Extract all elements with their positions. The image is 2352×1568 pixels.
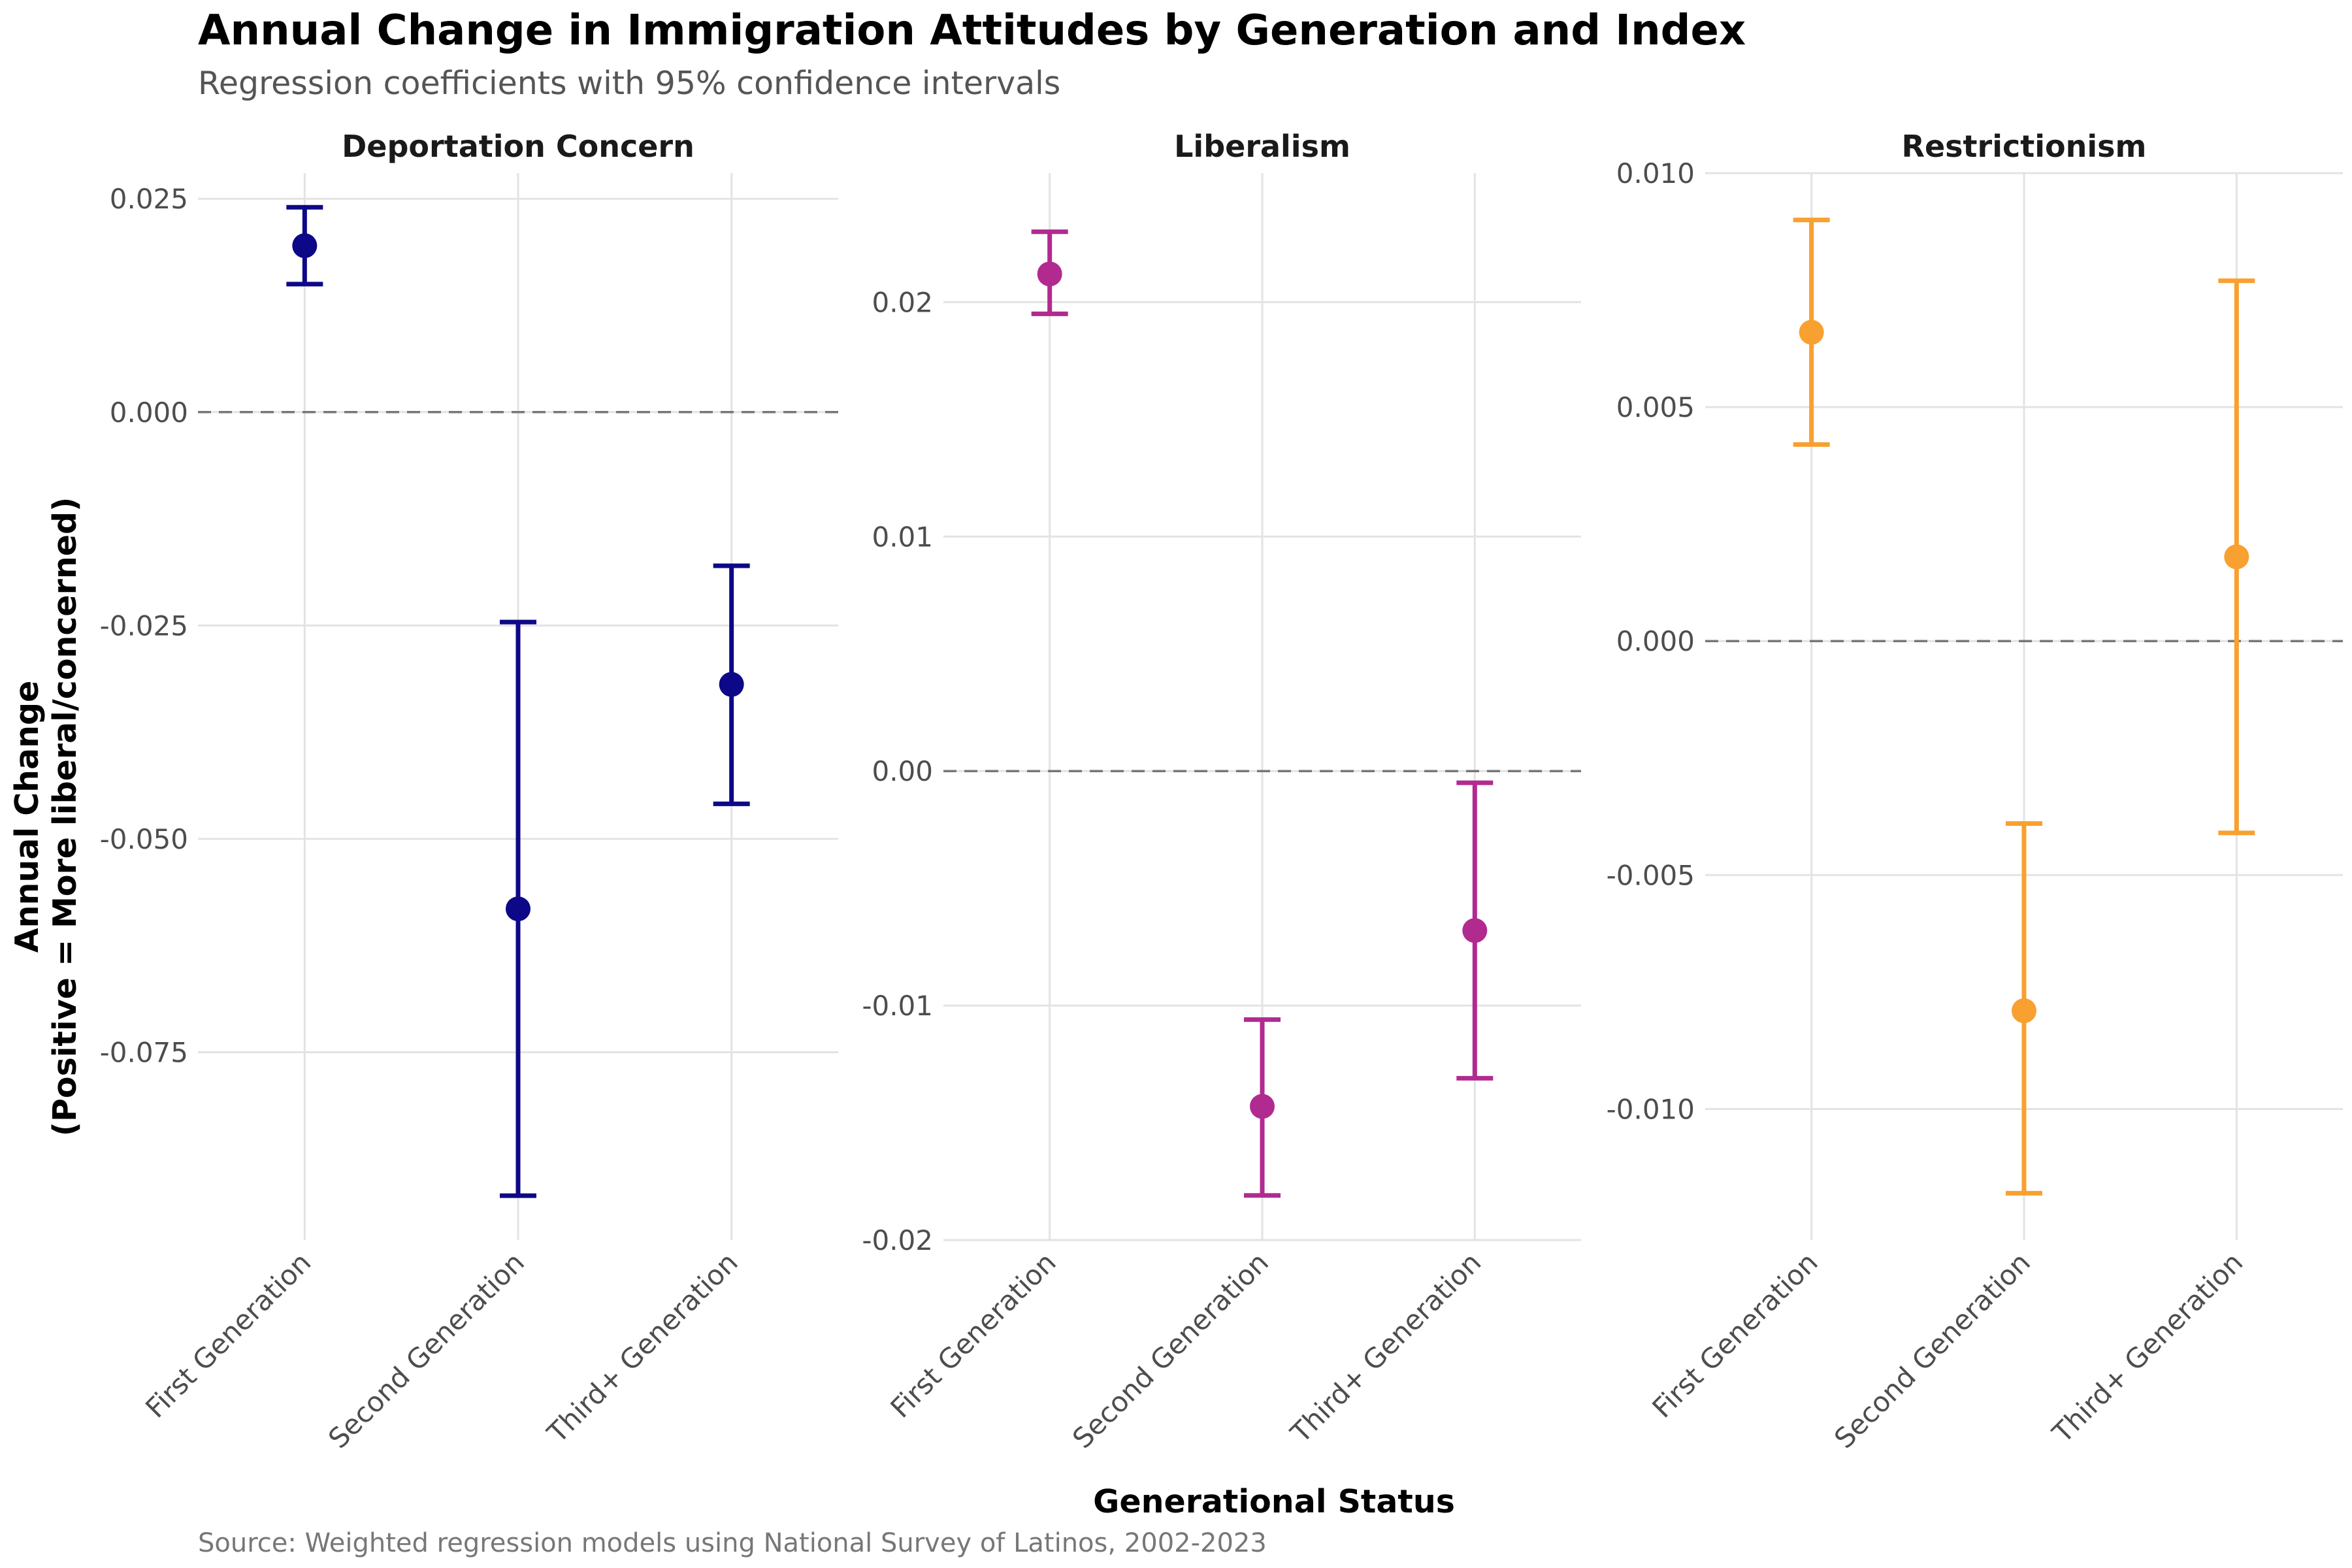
x-tick-label: Third+ Generation xyxy=(1284,1246,1487,1449)
point-estimate-third-generation xyxy=(2224,544,2249,570)
panel-deportation-concern: Deportation Concern 0.025 0.000 -0.025 -0.05… xyxy=(100,129,838,1454)
x-tick-label: First Generation xyxy=(884,1246,1062,1424)
point-estimate-first-generation xyxy=(1037,261,1062,287)
point-estimate-second-generation xyxy=(2012,998,2036,1024)
y-axis-title: Annual Change (Positive = More liberal/c… xyxy=(8,497,84,1137)
x-tick-label: First Generation xyxy=(1646,1246,1823,1424)
y-tick-label: 0.000 xyxy=(110,397,188,429)
y-tick-label: -0.005 xyxy=(1607,859,1695,891)
y-tick-label: -0.010 xyxy=(1607,1093,1695,1125)
y-tick-label: 0.025 xyxy=(110,183,188,215)
x-tick-label: Third+ Generation xyxy=(2046,1246,2249,1449)
point-estimate-second-generation xyxy=(1250,1094,1275,1119)
x-tick-label: Second Generation xyxy=(1828,1246,2036,1454)
chart-caption: Source: Weighted regression models using… xyxy=(198,1528,1267,1558)
y-tick-label: 0.00 xyxy=(872,755,933,787)
x-axis-title: Generational Status xyxy=(1093,1483,1455,1520)
point-estimate-first-generation xyxy=(292,233,318,259)
y-tick-label: -0.02 xyxy=(862,1224,933,1256)
y-tick-label: 0.005 xyxy=(1616,391,1695,423)
facet-title-restrictionism: Restrictionism xyxy=(1902,129,2147,164)
point-estimate-second-generation xyxy=(506,896,531,922)
point-estimate-third-generation xyxy=(719,672,744,697)
y-axis-title-line1: Annual Change xyxy=(8,681,46,953)
chart-title: Annual Change in Immigration Attitudes b… xyxy=(198,7,1746,55)
y-tick-label: 0.010 xyxy=(1616,157,1695,189)
x-tick-label: Second Generation xyxy=(322,1246,531,1454)
point-estimate-third-generation xyxy=(1462,918,1488,943)
facet-title-liberalism: Liberalism xyxy=(1174,129,1350,164)
x-tick-label: Third+ Generation xyxy=(541,1246,744,1449)
y-tick-label: 0.01 xyxy=(872,521,933,553)
y-tick-label: 0.000 xyxy=(1616,625,1695,657)
x-tick-label: Second Generation xyxy=(1066,1246,1275,1454)
y-tick-label: 0.02 xyxy=(872,286,933,318)
facet-title-deportation-concern: Deportation Concern xyxy=(342,129,694,164)
x-tick-label: First Generation xyxy=(139,1246,317,1424)
point-estimate-first-generation xyxy=(1799,319,1824,345)
y-tick-label: -0.025 xyxy=(100,610,188,642)
y-tick-label: -0.075 xyxy=(100,1037,188,1069)
y-tick-label: -0.050 xyxy=(100,823,188,855)
facet-panels: Deportation Concern 0.025 0.000 -0.025 -0.05… xyxy=(100,129,2343,1454)
y-tick-label: -0.01 xyxy=(862,990,933,1022)
chart-subtitle: Regression coefficients with 95% confide… xyxy=(198,65,1060,102)
panel-restrictionism: Restrictionism 0.010 0.005 0.000 -0.005 -0.01… xyxy=(1607,129,2343,1454)
y-axis-title-line2: (Positive = More liberal/concerned) xyxy=(46,497,84,1137)
